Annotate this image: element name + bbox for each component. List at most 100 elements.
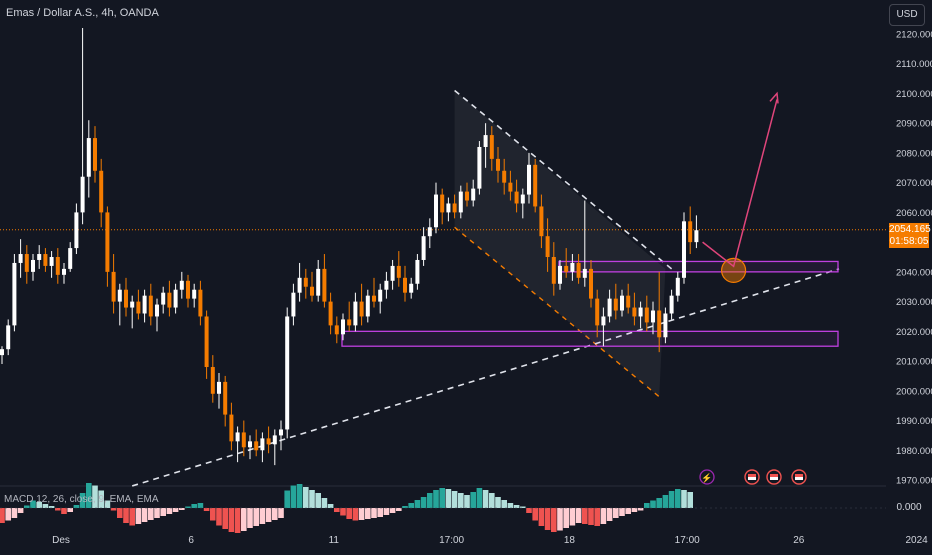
- candle-body: [638, 307, 643, 317]
- price-axis-tick: 2100.000: [896, 89, 932, 100]
- candle: [440, 188, 445, 225]
- macd-bar: [575, 508, 582, 523]
- candle: [539, 194, 544, 249]
- candle-body: [558, 265, 562, 284]
- candle-body: [111, 271, 116, 302]
- projection-arrow: [702, 99, 778, 268]
- candle-body: [384, 280, 389, 290]
- candle-body: [0, 349, 4, 356]
- candle-body: [291, 292, 296, 317]
- candle: [403, 265, 407, 302]
- candle: [651, 301, 655, 335]
- candle-body: [148, 295, 153, 317]
- macd-bar: [117, 508, 123, 518]
- candle: [111, 254, 116, 314]
- macd-bar: [668, 491, 675, 508]
- macd-bar: [675, 489, 681, 508]
- candle-body: [396, 265, 401, 278]
- candle: [341, 313, 345, 341]
- macd-bar: [129, 508, 135, 526]
- candle-body: [68, 248, 73, 269]
- candle-body: [378, 289, 383, 302]
- candle-body: [545, 236, 550, 257]
- macd-bar: [433, 490, 439, 508]
- candle-body: [421, 236, 426, 260]
- candle-body: [427, 227, 432, 237]
- candle: [254, 429, 259, 457]
- macd-bar: [172, 508, 179, 512]
- macd-indicator-label[interactable]: MACD 12, 26, close, 9, EMA, EMA: [4, 494, 159, 505]
- macd-bar: [17, 508, 24, 513]
- candle: [688, 206, 693, 255]
- time-axis-tick: 11: [329, 535, 340, 546]
- candle: [421, 227, 426, 266]
- candle-body: [130, 301, 135, 308]
- candle-body: [620, 295, 624, 311]
- candle: [93, 126, 97, 183]
- price-axis-tick: 2060.000: [896, 208, 932, 219]
- candle: [272, 429, 277, 466]
- candle-body: [62, 268, 66, 275]
- macd-bar: [495, 497, 501, 508]
- candle-body: [564, 265, 569, 272]
- macd-bar: [148, 508, 154, 520]
- candle: [155, 298, 159, 332]
- macd-bar: [216, 508, 222, 526]
- macd-bar: [582, 508, 588, 524]
- candle-body: [303, 277, 308, 287]
- price-axis-tick: 2080.000: [896, 148, 932, 159]
- macd-bar: [247, 508, 253, 528]
- candle-body: [136, 301, 141, 314]
- candle: [241, 420, 246, 457]
- macd-bar: [538, 508, 545, 526]
- candle-body: [613, 298, 618, 311]
- macd-bar: [458, 493, 464, 508]
- candle: [502, 158, 507, 195]
- candle: [37, 245, 42, 269]
- macd-bar: [61, 508, 67, 514]
- macd-bar: [464, 495, 470, 508]
- candle: [384, 271, 389, 299]
- macd-bar: [445, 489, 452, 508]
- candle-body: [142, 295, 147, 314]
- candle: [179, 271, 184, 299]
- candle-body: [266, 438, 271, 445]
- macd-zero-label: 0.000: [896, 502, 922, 513]
- projection-arrowhead: [769, 91, 779, 104]
- candle: [279, 420, 283, 451]
- candle: [136, 289, 141, 320]
- currency-button[interactable]: USD: [889, 4, 925, 26]
- candle-body: [601, 316, 606, 326]
- macd-bar: [79, 493, 86, 508]
- candle-body: [688, 221, 693, 243]
- macd-bar: [637, 508, 644, 511]
- candle-body: [508, 182, 513, 192]
- candle: [210, 355, 215, 403]
- candle: [130, 295, 135, 329]
- candle-body: [272, 435, 277, 445]
- current-price-value: 2054.165: [889, 224, 931, 235]
- price-axis-tick: 2090.000: [896, 119, 932, 130]
- support-zone-upper: [558, 260, 839, 273]
- candle-body: [49, 257, 54, 266]
- macd-bar: [482, 490, 489, 508]
- candle-body: [241, 432, 246, 448]
- candle-body: [192, 289, 197, 299]
- candle: [396, 251, 401, 287]
- macd-bar: [396, 508, 402, 511]
- candle-body: [582, 268, 587, 278]
- time-axis-tick: Des: [52, 535, 70, 546]
- candle-body: [589, 268, 593, 299]
- candle-body: [365, 295, 370, 317]
- macd-bar: [259, 508, 266, 524]
- candle-body: [161, 292, 166, 305]
- economic-event-flag-icon: [744, 469, 760, 485]
- macd-bar: [470, 492, 476, 508]
- candle: [74, 203, 79, 255]
- candle: [558, 259, 562, 290]
- candle-body: [322, 268, 327, 302]
- macd-bar: [439, 488, 445, 508]
- macd-bar: [656, 498, 662, 508]
- candle: [186, 274, 190, 308]
